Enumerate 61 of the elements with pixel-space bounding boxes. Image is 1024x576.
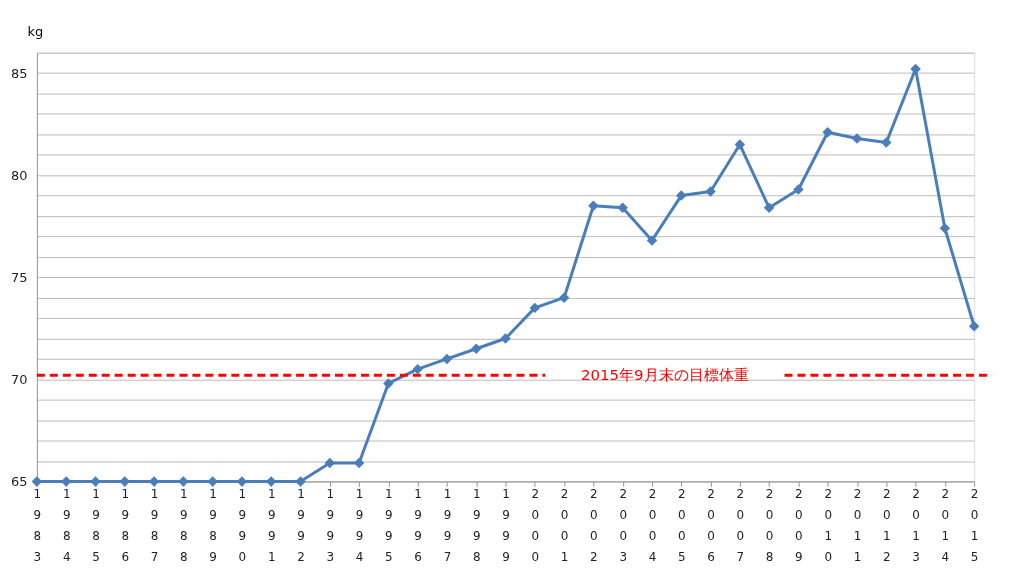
x-tick-label: 1987 (150, 486, 159, 564)
x-tick-label: 2005 (677, 486, 686, 564)
point (617, 202, 628, 214)
x-tick-label: 2002 (590, 486, 598, 564)
x-tick-label: 1994 (355, 486, 364, 564)
point (705, 186, 716, 197)
x-tick-label: 2007 (736, 486, 745, 564)
x-tick-label: 1984 (62, 486, 71, 564)
y-axis-title: kg (27, 24, 44, 40)
point (529, 302, 541, 314)
x-tick-label: 1988 (180, 486, 188, 564)
x-tick-label: 1989 (209, 486, 217, 564)
x-tick-label: 2000 (531, 486, 540, 564)
x-tick-label: 1996 (414, 486, 422, 564)
x-tick-label: 2009 (795, 486, 803, 564)
point (822, 127, 833, 138)
point (881, 137, 892, 148)
ref-line-label: 2015年9月末の目標体重 (581, 366, 749, 385)
x-tick-label: 2008 (765, 486, 774, 564)
y-tick-label: 85 (10, 65, 28, 81)
point (295, 476, 306, 487)
x-tick-label: 2006 (707, 486, 715, 564)
point (558, 292, 570, 303)
point (939, 223, 951, 234)
x-tick-label: 2004 (648, 486, 657, 564)
y-tick-label: 75 (10, 269, 28, 285)
point (793, 184, 804, 195)
x-tick-label: 2012 (882, 486, 891, 564)
x-tick-label: 1991 (267, 486, 276, 564)
x-tick-label: 1986 (121, 486, 130, 564)
x-tick-label: 2011 (853, 486, 862, 564)
point (383, 378, 394, 389)
point (676, 190, 687, 201)
y-tick-label: 70 (10, 371, 28, 387)
point (471, 343, 482, 354)
x-tick-label: 2013 (912, 486, 920, 564)
point (851, 133, 863, 144)
x-tick-label: 1990 (238, 486, 247, 564)
x-tick-label: 2001 (560, 486, 569, 564)
point (441, 353, 453, 365)
x-tick-label: 1985 (92, 486, 100, 564)
x-tick-label: 1999 (502, 486, 510, 564)
x-tick-label: 2003 (619, 486, 627, 564)
y-tick-label: 80 (10, 167, 28, 183)
x-tick-label: 1983 (33, 486, 42, 564)
point (412, 363, 423, 375)
point (763, 202, 775, 214)
point (734, 139, 746, 150)
x-tick-label: 1993 (326, 486, 335, 564)
x-tick-label: 1992 (297, 486, 305, 564)
x-tick-label: 1997 (443, 486, 452, 564)
x-tick-label: 1995 (385, 486, 393, 564)
point (500, 333, 511, 344)
x-tick-label: 1998 (472, 486, 481, 564)
x-tick-label: 2014 (941, 486, 950, 564)
point (646, 235, 658, 246)
x-tick-label: 2010 (824, 486, 832, 564)
y-tick-label: 65 (10, 473, 28, 489)
x-tick-label: 2015 (970, 486, 979, 564)
point (968, 321, 980, 332)
point (588, 200, 599, 212)
